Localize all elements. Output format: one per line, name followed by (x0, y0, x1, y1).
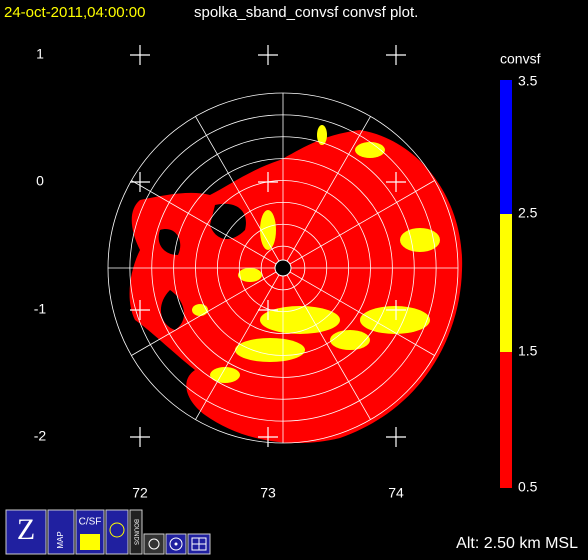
csf-button[interactable]: C/SF (75, 509, 105, 555)
radar-site (274, 259, 292, 277)
altitude: Alt: 2.50 km MSL (456, 535, 578, 552)
colorbar-segment (500, 80, 512, 214)
colorbar-label: 3.5 (518, 73, 538, 89)
yellow-echo (260, 210, 276, 250)
sound-button[interactable] (105, 509, 129, 555)
bounds-label: BOUNDS (132, 519, 138, 545)
grid-crosses (130, 45, 406, 447)
y-label: -2 (34, 428, 47, 444)
yellow-echo (400, 228, 440, 252)
echo-gap (158, 203, 246, 330)
yellow-echo (330, 330, 370, 350)
timestamp: 24-oct-2011,04:00:00 (4, 4, 146, 21)
yellow-echo (238, 268, 262, 282)
plot-title: spolka_sband_convsf convsf plot. (194, 4, 418, 21)
x-label: 73 (260, 485, 276, 501)
yellow-echo (355, 142, 385, 158)
yellow-echo (317, 125, 327, 145)
yellow-echo (360, 306, 430, 334)
svg-text:Z: Z (17, 513, 35, 546)
x-label: 72 (132, 485, 148, 501)
map-button[interactable]: MAP (47, 509, 75, 555)
colorbar-label: 2.5 (518, 205, 538, 221)
y-label: 1 (36, 46, 44, 62)
bounds-button[interactable]: BOUNDS (129, 509, 143, 555)
colorbar-label: 0.5 (518, 479, 538, 495)
colorbar-segment (500, 352, 512, 488)
yellow-echo (260, 306, 340, 334)
y-label: 0 (36, 173, 44, 189)
ring-button[interactable] (143, 533, 165, 555)
colorbar-label: 1.5 (518, 343, 538, 359)
x-label: 74 (388, 485, 404, 501)
yellow-echo (210, 367, 240, 383)
grid-button[interactable] (187, 533, 211, 555)
toolbar: Z MAP C/SF BOUNDS (5, 509, 211, 555)
colorbar-title: convsf (500, 51, 541, 67)
map-label: MAP (56, 531, 65, 548)
yellow-echo (235, 338, 305, 362)
csf-label: C/SF (79, 517, 102, 528)
yellow-echo (192, 304, 208, 316)
zoom-button[interactable]: Z (5, 509, 47, 555)
y-label: -1 (34, 301, 47, 317)
echoes (129, 125, 463, 444)
red-echo (129, 130, 463, 444)
colorbar-segment (500, 214, 512, 352)
center-button[interactable] (165, 533, 187, 555)
